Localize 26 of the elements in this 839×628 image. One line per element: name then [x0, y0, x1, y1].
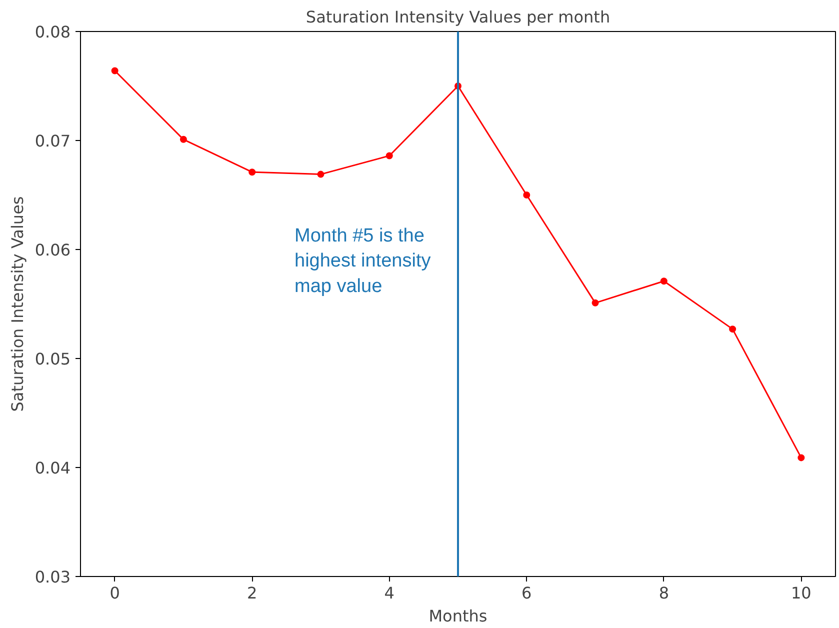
point — [180, 136, 187, 143]
y-tick-label: 0.07 — [34, 132, 70, 150]
x-axis-title: Months — [428, 606, 488, 626]
y-tick-label: 0.04 — [34, 458, 70, 478]
y-axis-title: Saturation Intensity Values — [8, 196, 27, 412]
x-tick-label: 10 — [791, 584, 812, 602]
point — [248, 168, 256, 176]
y-tick-label: 0.08 — [34, 22, 70, 42]
y-tick-label: 0.05 — [34, 350, 70, 368]
point — [729, 326, 736, 333]
x-tick-label: 6 — [522, 584, 532, 602]
point — [798, 454, 805, 462]
x-tick-label: 0 — [110, 584, 120, 602]
chart-title: Saturation Intensity Values per month — [306, 8, 610, 26]
point — [523, 192, 530, 198]
x-tick-label: 2 — [247, 584, 258, 602]
point — [111, 67, 118, 74]
point — [592, 299, 599, 306]
x-tick-label: 8 — [658, 584, 670, 602]
y-tick-label: 0.06 — [34, 240, 70, 260]
annotation: Month #5 is the highest intensity map value — [294, 226, 432, 297]
x-tick-label: 4 — [384, 584, 394, 602]
point — [660, 278, 668, 285]
point — [386, 152, 393, 160]
point — [317, 170, 324, 178]
y-tick-label: 0.03 — [34, 568, 70, 586]
